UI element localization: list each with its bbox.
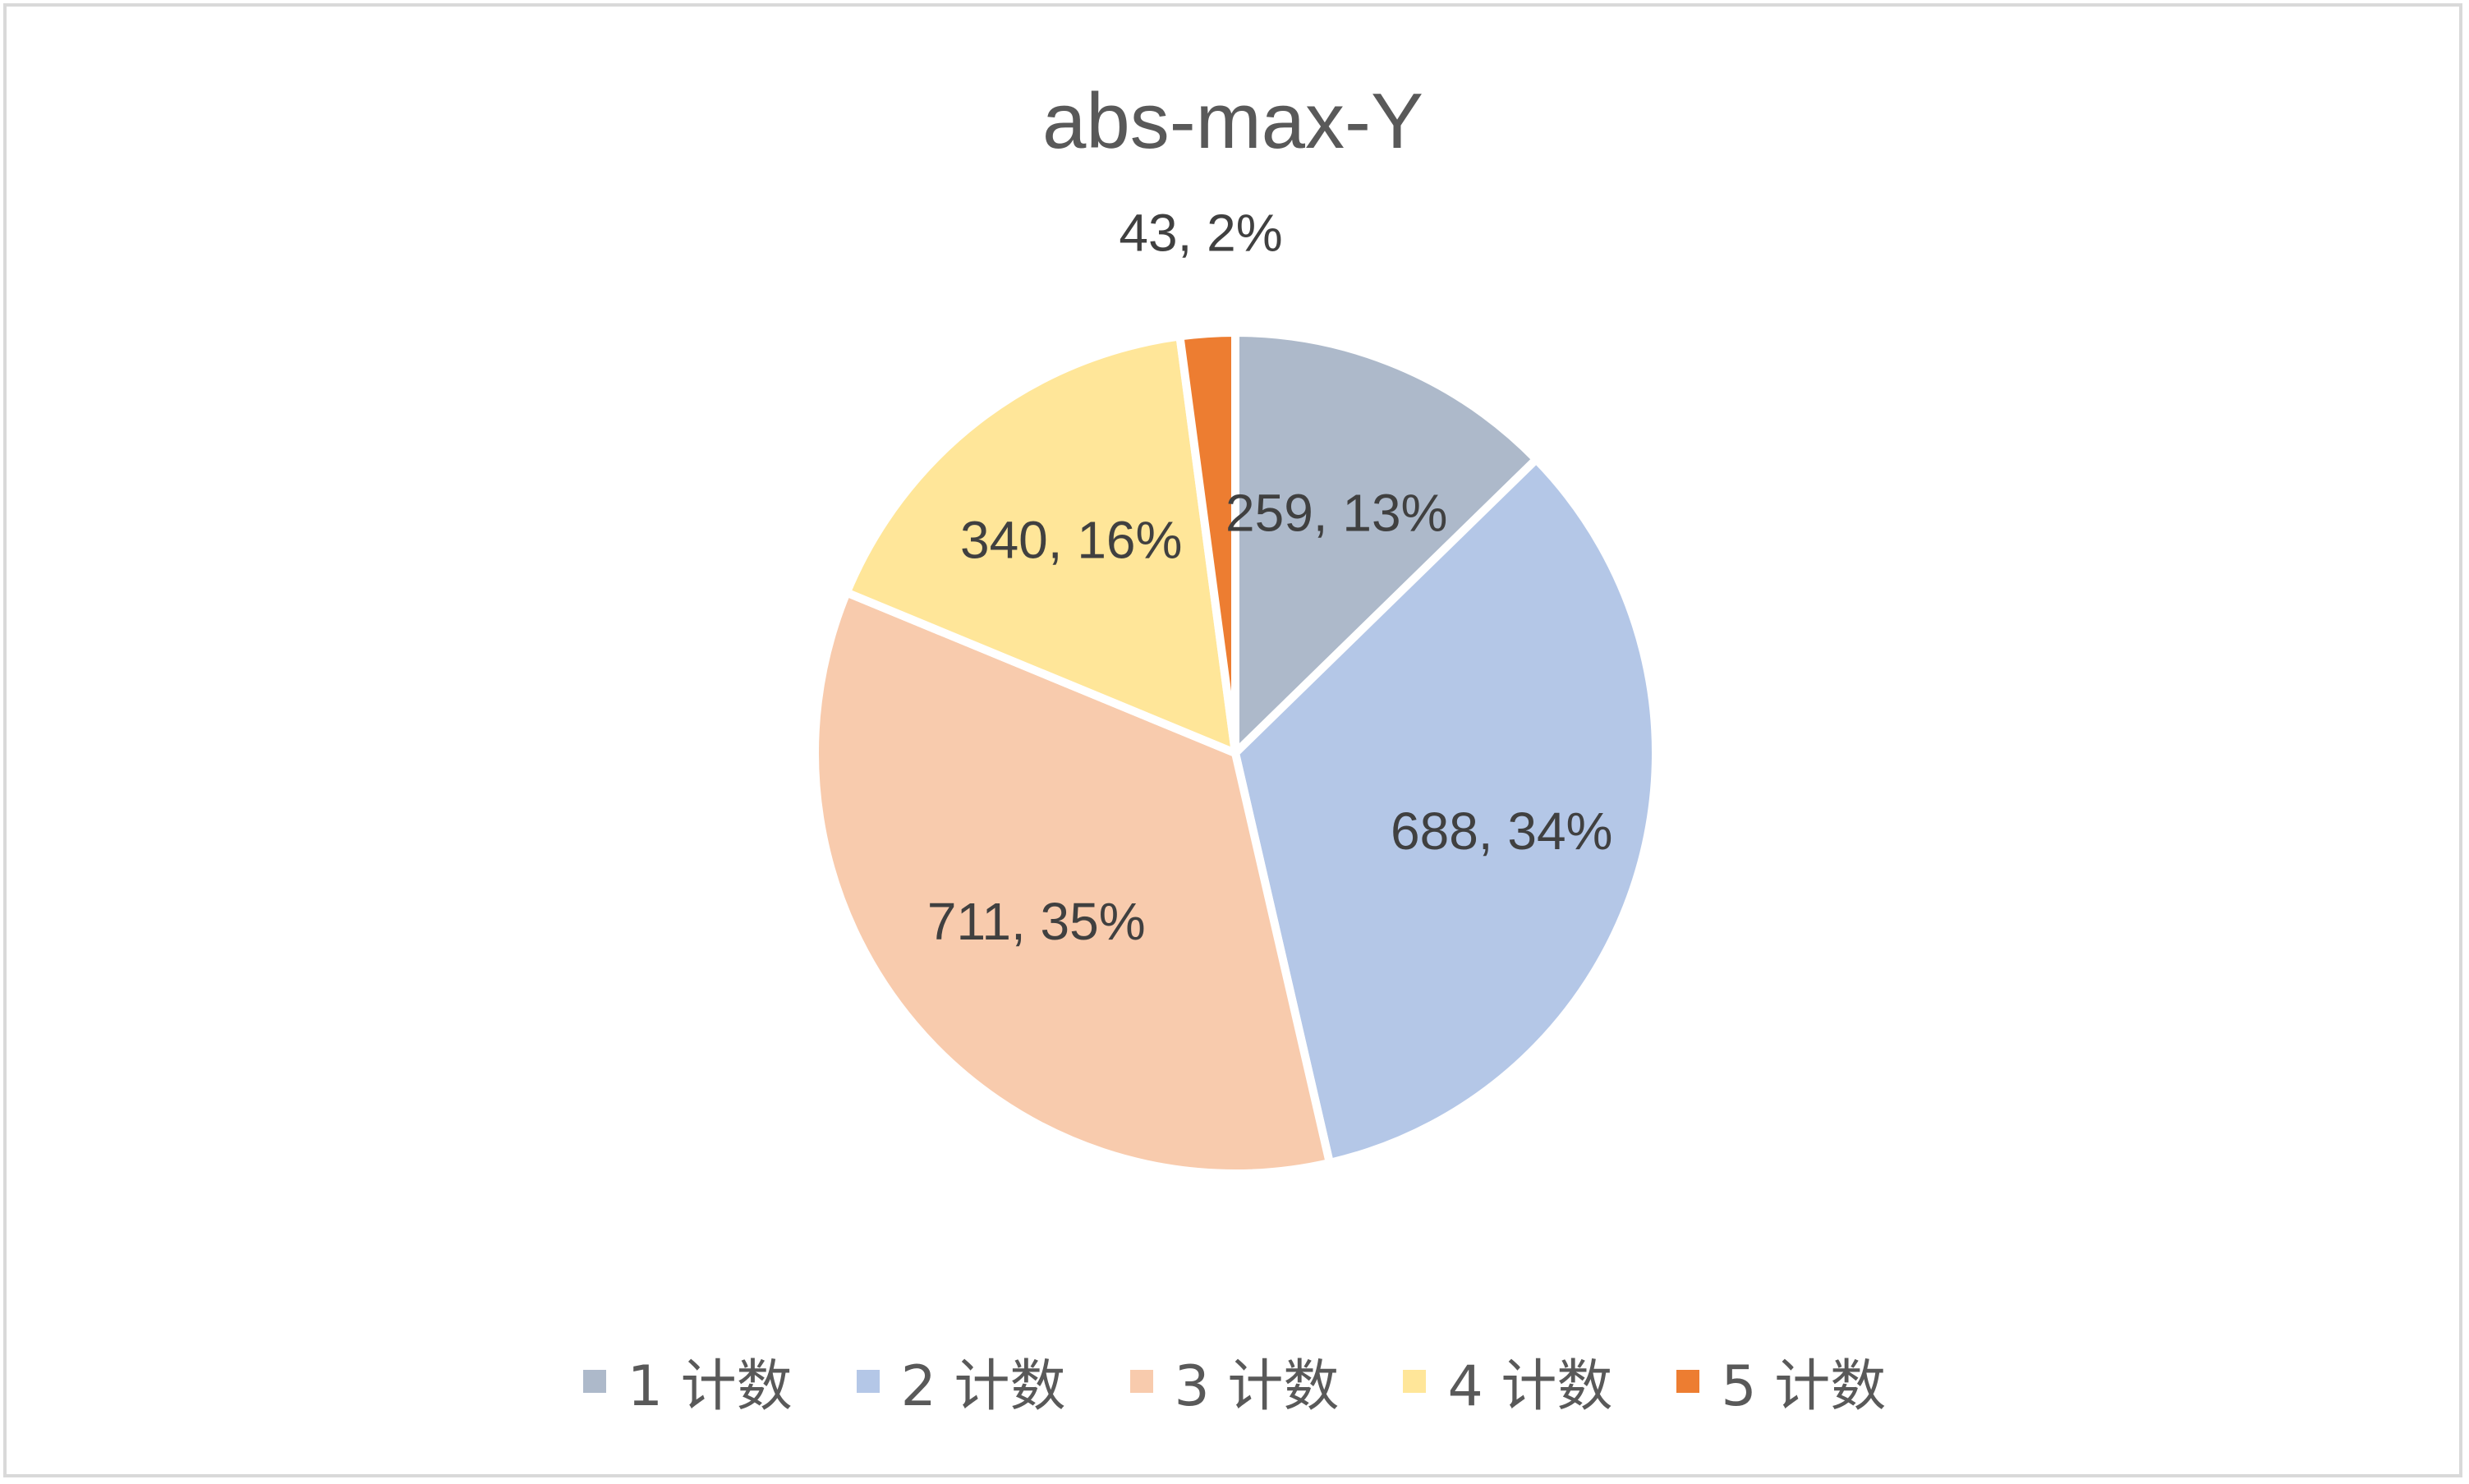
- legend-swatch-1: [582, 1369, 606, 1393]
- legend-item-2: 2 计数: [856, 1340, 1066, 1422]
- legend-swatch-3: [1129, 1369, 1153, 1393]
- legend-label-1: 1 计数: [627, 1354, 793, 1419]
- chart-title: abs-max-Y: [1041, 77, 1424, 165]
- pie-slice-5: [1175, 329, 1239, 757]
- legend-swatch-2: [856, 1369, 880, 1393]
- data-label-1: 259, 13%: [1225, 483, 1447, 542]
- data-label-4: 340, 16%: [960, 510, 1182, 569]
- legend-item-5: 5 计数: [1676, 1340, 1886, 1422]
- pie-slice-4: [842, 332, 1239, 757]
- pie-slice-2: [1231, 455, 1660, 1167]
- legend-label-2: 2 计数: [900, 1354, 1066, 1419]
- pie-slice-3: [811, 588, 1334, 1178]
- pie-slice-1: [1231, 329, 1541, 757]
- pie-slices: [811, 329, 1660, 1178]
- legend: 1 计数 2 计数 3 计数 4 计数 5 计数: [0, 1340, 2469, 1422]
- data-label-2: 688, 34%: [1391, 802, 1612, 861]
- legend-swatch-4: [1403, 1369, 1427, 1393]
- pie-data-labels: 259, 13% 688, 34% 711, 35% 340, 16% 43, 2%: [927, 204, 1613, 952]
- legend-item-1: 1 计数: [582, 1340, 793, 1422]
- legend-label-4: 4 计数: [1447, 1354, 1613, 1419]
- legend-item-3: 3 计数: [1129, 1340, 1340, 1422]
- data-label-5: 43, 2%: [1119, 204, 1282, 263]
- legend-swatch-5: [1676, 1369, 1700, 1393]
- legend-label-3: 3 计数: [1174, 1354, 1340, 1419]
- legend-label-5: 5 计数: [1721, 1354, 1887, 1419]
- data-label-3: 711, 35%: [927, 892, 1146, 951]
- legend-item-4: 4 计数: [1403, 1340, 1612, 1422]
